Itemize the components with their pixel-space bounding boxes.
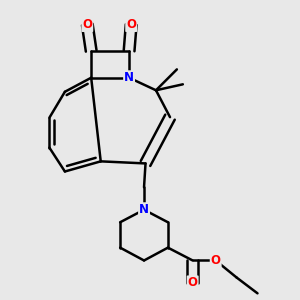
Text: O: O xyxy=(126,18,136,31)
Text: N: N xyxy=(124,71,134,84)
Text: O: O xyxy=(82,18,92,31)
Text: N: N xyxy=(139,203,149,216)
Text: O: O xyxy=(211,254,221,267)
Text: O: O xyxy=(188,276,198,290)
